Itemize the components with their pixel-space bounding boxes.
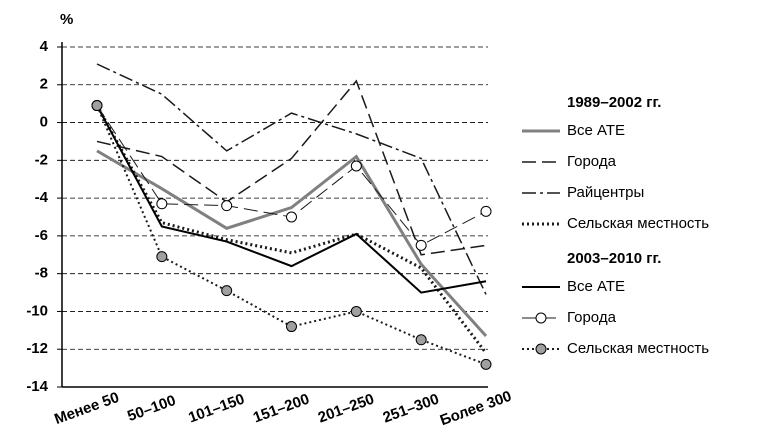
marker <box>286 211 297 223</box>
legend-marker <box>535 343 547 355</box>
series-line <box>96 79 487 256</box>
legend-title: 1989–2002 гг. <box>567 94 661 111</box>
y-tick-label: -10 <box>26 302 48 319</box>
x-tick-label: 101–150 <box>186 391 247 427</box>
x-tick-label: 151–200 <box>251 391 312 427</box>
y-tick-label: 4 <box>40 38 49 55</box>
y-tick-label: 2 <box>40 76 48 93</box>
x-tick-label: 50–100 <box>125 392 178 425</box>
marker <box>221 200 233 212</box>
y-tick-label: -6 <box>35 227 48 244</box>
marker <box>415 334 427 346</box>
series-line <box>95 104 488 354</box>
marker <box>350 305 362 317</box>
series-line <box>96 105 487 294</box>
marker <box>415 239 427 251</box>
x-tick-label: 201–250 <box>316 391 377 427</box>
marker <box>156 198 168 210</box>
marker <box>480 205 492 217</box>
x-tick-label: Более 300 <box>438 388 514 430</box>
series-line <box>96 105 487 246</box>
legend-label: Все АТЕ <box>567 278 625 295</box>
legend-label: Сельская местность <box>567 340 709 357</box>
marker <box>156 251 168 263</box>
marker <box>480 358 492 370</box>
x-tick-label: 251–300 <box>381 391 442 427</box>
legend-marker <box>535 312 547 324</box>
marker <box>221 285 233 297</box>
marker <box>286 321 297 333</box>
y-tick-label: -4 <box>35 189 49 206</box>
y-tick-label: 0 <box>40 114 48 131</box>
y-tick-label: -8 <box>35 265 48 282</box>
legend-label: Райцентры <box>567 184 644 201</box>
y-tick-label: -2 <box>35 151 48 168</box>
marker <box>91 100 103 112</box>
legend-label: Сельская местность <box>567 215 709 232</box>
y-axis-label: % <box>60 11 73 28</box>
series-line <box>96 149 488 338</box>
series-line <box>96 63 487 295</box>
y-tick-label: -12 <box>26 340 48 357</box>
legend-label: Города <box>567 153 617 170</box>
y-tick-label: -14 <box>26 378 48 395</box>
x-tick-label: Менее 50 <box>52 389 121 428</box>
legend-label: Города <box>567 309 617 326</box>
legend-title: 2003–2010 гг. <box>567 250 661 267</box>
marker <box>350 160 362 172</box>
legend-label: Все АТЕ <box>567 122 625 139</box>
